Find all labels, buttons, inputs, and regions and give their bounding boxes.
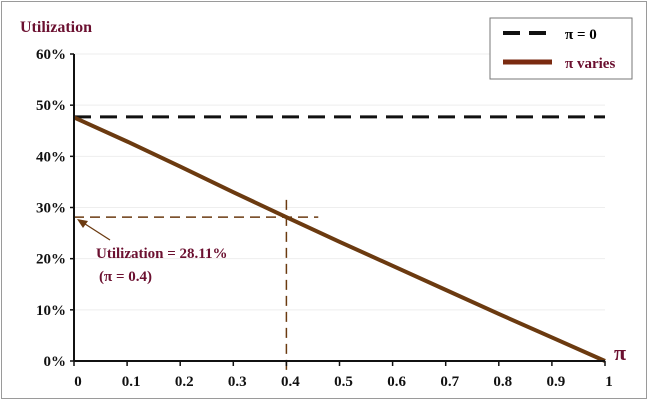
legend-label-pi-varies: π varies xyxy=(565,56,615,72)
x-tick-label: 0.4 xyxy=(281,374,300,390)
x-tick-label: 1 xyxy=(605,374,613,390)
y-tick-label: 30% xyxy=(36,201,66,217)
x-tick-label: 0.3 xyxy=(228,374,247,390)
x-tick-label: 0.8 xyxy=(493,374,512,390)
series-line-1 xyxy=(73,115,606,363)
x-tick-label: 0.7 xyxy=(440,374,459,390)
x-tick-label: 0.6 xyxy=(387,374,406,390)
y-tick-label: 0% xyxy=(44,354,67,370)
y-tick-label: 40% xyxy=(36,149,66,165)
x-tick-label: 0.5 xyxy=(334,374,353,390)
annotation-arrow-shaft xyxy=(81,221,111,241)
legend: π = 0 π varies xyxy=(489,17,633,80)
legend-label-pi-zero: π = 0 xyxy=(565,27,597,43)
y-axis-label: Utilization xyxy=(20,19,92,36)
annotation-arrowhead xyxy=(77,219,88,228)
annotation-pi: (π = 0.4) xyxy=(99,269,152,285)
x-axis-label: π xyxy=(614,340,626,365)
x-tick-label: 0.1 xyxy=(122,374,141,390)
y-tick-label: 10% xyxy=(36,303,66,319)
x-tick-label: 0.2 xyxy=(175,374,194,390)
x-tick-label: 0.9 xyxy=(547,374,566,390)
x-tick-label: 0 xyxy=(74,374,82,390)
y-tick-label: 20% xyxy=(36,252,66,268)
y-tick-label: 60% xyxy=(36,47,66,63)
annotation-utilization: Utilization = 28.11% xyxy=(96,246,227,262)
y-tick-label: 50% xyxy=(36,98,66,114)
